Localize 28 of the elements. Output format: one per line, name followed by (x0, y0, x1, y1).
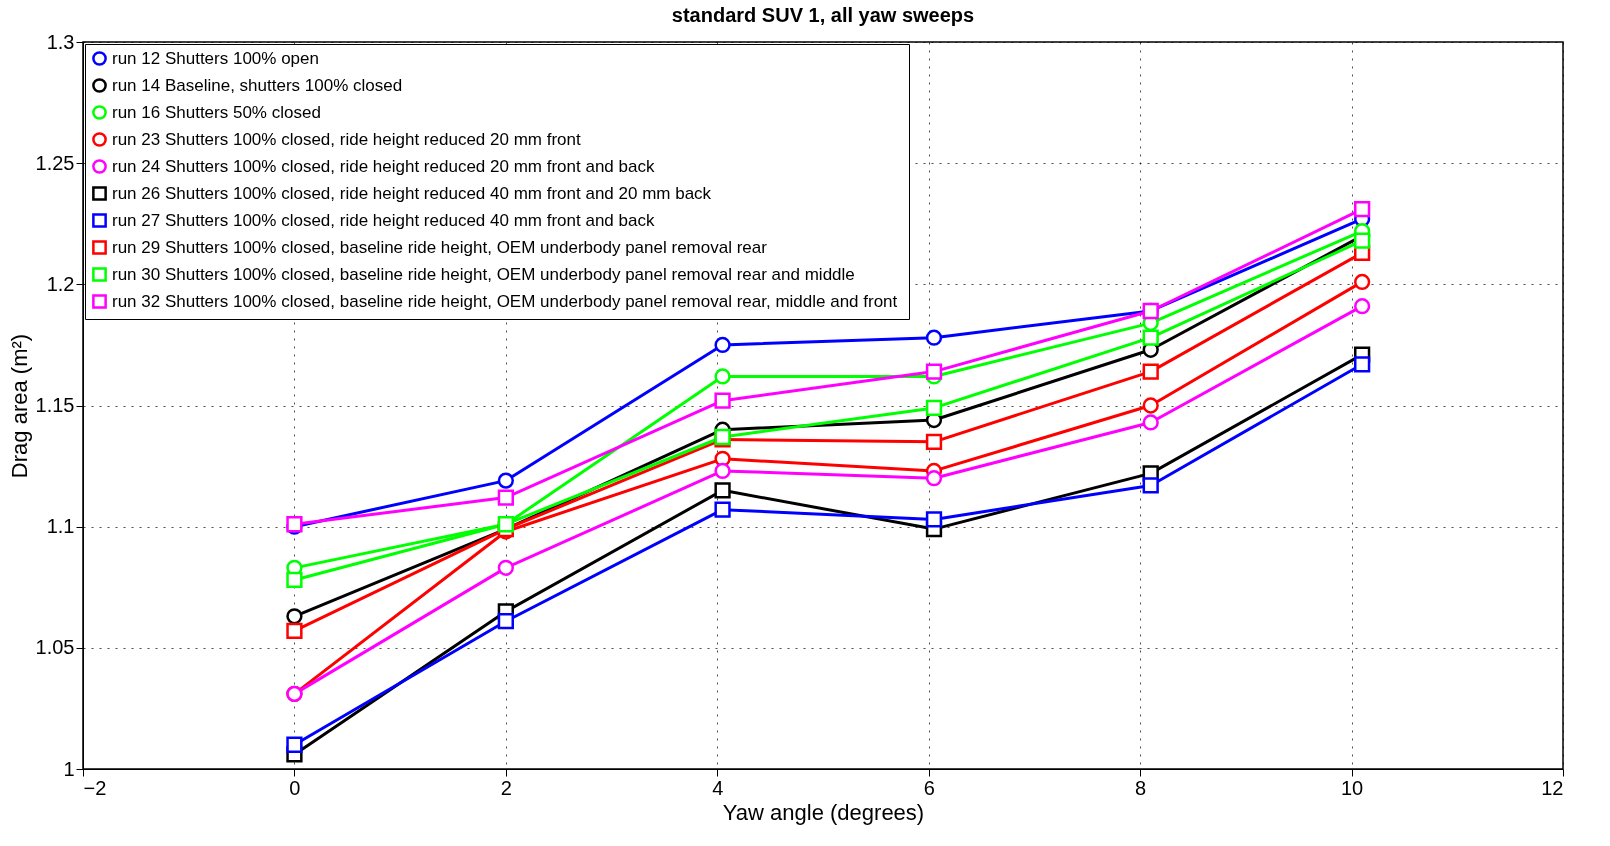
x-axis-title: Yaw angle (degrees) (722, 799, 925, 825)
x-tick-label: 10 (1340, 776, 1364, 799)
y-axis-title: Drag area (m²) (6, 333, 32, 479)
y-tick-label: 1.2 (46, 272, 75, 295)
y-tick-label: 1.3 (46, 30, 75, 53)
y-tick-label: 1.25 (35, 151, 75, 174)
y-tick-label: 1.1 (46, 515, 75, 538)
legend-label: run 12 Shutters 100% open (112, 48, 319, 68)
x-tick-label: 6 (923, 776, 935, 799)
x-tick-label: −2 (83, 776, 107, 799)
y-tick-label: 1.15 (35, 394, 75, 416)
legend-label: run 30 Shutters 100% closed, baseline ride height, OEM underbody panel removal rear and middle (112, 264, 855, 284)
y-tick-label: 1.05 (35, 636, 75, 659)
x-tick-label: 2 (500, 776, 512, 799)
x-tick-label: 12 (1541, 776, 1564, 799)
legend-label: run 24 Shutters 100% closed, ride height reduced 20 mm front and back (112, 156, 655, 176)
chart-title: standard SUV 1, all yaw sweeps (671, 4, 975, 26)
legend-label: run 23 Shutters 100% closed, ride height reduced 20 mm front (112, 129, 581, 149)
legend-label: run 32 Shutters 100% closed, baseline ride height, OEM underbody panel removal rear, middle and front (112, 291, 898, 311)
legend-label: run 26 Shutters 100% closed, ride height reduced 40 mm front and 20 mm back (112, 183, 712, 203)
x-tick-label: 8 (1135, 776, 1147, 799)
legend-label: run 16 Shutters 50% closed (112, 102, 321, 122)
legend-label: run 27 Shutters 100% closed, ride height reduced 40 mm front and back (112, 210, 655, 230)
y-tick-label: 1 (63, 757, 75, 780)
legend-label: run 29 Shutters 100% closed, baseline ride height, OEM underbody panel removal rear (112, 237, 768, 257)
x-tick-label: 0 (289, 776, 301, 799)
legend-label: run 14 Baseline, shutters 100% closed (112, 75, 403, 95)
x-tick-label: 4 (712, 776, 724, 799)
